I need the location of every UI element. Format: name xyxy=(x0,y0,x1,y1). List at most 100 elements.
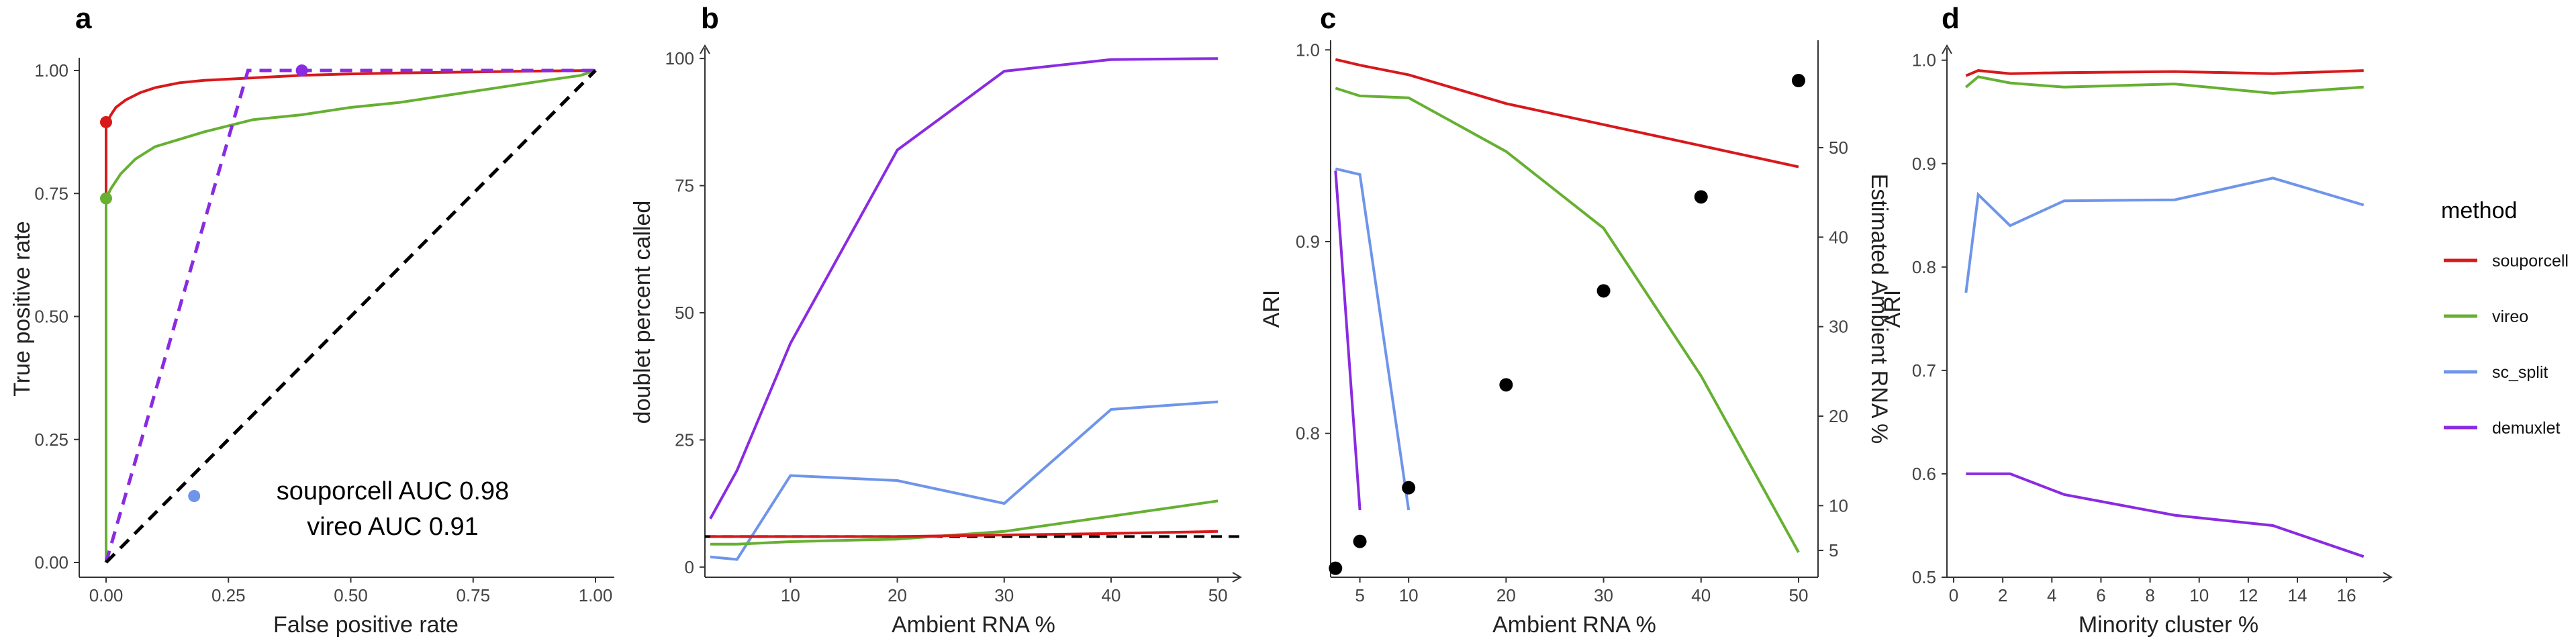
panel-d-x-title: Minority cluster % xyxy=(2079,612,2258,638)
panel-b-x-tick-label: 10 xyxy=(781,585,800,605)
series-vireo xyxy=(105,69,596,562)
panel-d-x-tick-label: 16 xyxy=(2337,585,2356,605)
panel-d-y-tick-label: 0.6 xyxy=(1912,464,1936,484)
panel-d-x-arrow xyxy=(2383,572,2393,583)
panel-d-y-arrow xyxy=(1942,44,1952,54)
legend-label-souporcell: souporcell xyxy=(2492,252,2569,270)
estimated-ambient-point xyxy=(1694,190,1708,204)
panel-a-y-tick-label: 0.00 xyxy=(34,552,68,573)
panel-c: c Ambient RNA % ARI Estimated Ambient RN… xyxy=(1259,2,1892,638)
panel-a-x-tick-label: 1.00 xyxy=(579,585,613,605)
panel-a-letter: a xyxy=(75,2,92,35)
legend-label-demuxlet: demuxlet xyxy=(2492,419,2560,438)
panel-a-x-tick-label: 0.50 xyxy=(334,585,368,605)
panel-c-x-title: Ambient RNA % xyxy=(1492,612,1656,638)
panel-a-y-tick-label: 0.25 xyxy=(34,430,68,450)
panel-b-x-tick-label: 40 xyxy=(1101,585,1120,605)
series-souporcell xyxy=(710,530,1219,538)
panel-b-x-tick-label: 30 xyxy=(994,585,1014,605)
panel-c-y-tick-label: 0.9 xyxy=(1296,232,1320,252)
panel-d-y-tick-label: 0.5 xyxy=(1912,567,1936,587)
panel-a-y-tick-label: 0.75 xyxy=(34,183,68,203)
series-souporcell xyxy=(1335,58,1799,168)
panel-b-y-tick-label: 0 xyxy=(685,557,694,577)
panel-c-y-tick-label: 0.8 xyxy=(1296,424,1320,444)
series-souporcell xyxy=(105,69,596,562)
series-souporcell xyxy=(1965,69,2364,77)
panel-b-y-title: doublet percent called xyxy=(630,201,655,424)
panel-d-y-title: ARI xyxy=(1880,290,1905,328)
panel-a-x-tick-label: 0.75 xyxy=(456,585,490,605)
annotation-vireo-auc: vireo AUC 0.91 xyxy=(307,513,479,541)
panel-c-right-y-tick-label: 5 xyxy=(1829,540,1838,560)
panel-c-right-y-tick-label: 40 xyxy=(1829,227,1848,247)
panel-c-right-y-tick-label: 10 xyxy=(1829,495,1848,515)
series-sc_split xyxy=(710,400,1219,561)
point-souporcell xyxy=(100,115,112,128)
panel-b-y-tick-label: 50 xyxy=(675,303,694,323)
panel-d-x-tick-label: 2 xyxy=(1998,585,2007,605)
panel-c-y2-title: Estimated Ambient RNA % xyxy=(1866,174,1892,444)
panel-c-x-tick-label: 5 xyxy=(1355,585,1364,605)
panel-d-y-tick-label: 0.8 xyxy=(1912,257,1936,277)
panel-d-y-tick-label: 1.0 xyxy=(1912,50,1936,70)
series-demuxlet xyxy=(709,57,1219,520)
estimated-ambient-point xyxy=(1329,561,1343,575)
panel-b-x-tick-label: 50 xyxy=(1208,585,1228,605)
estimated-ambient-point xyxy=(1499,378,1513,392)
panel-d-y-tick-label: 0.9 xyxy=(1912,154,1936,174)
panel-c-right-y-tick-label: 30 xyxy=(1829,317,1848,337)
legend-label-vireo: vireo xyxy=(2492,307,2528,326)
series-demuxlet xyxy=(1966,472,2365,558)
panel-d-x-tick-label: 0 xyxy=(1949,585,1958,605)
series-sc_split xyxy=(1964,177,2365,293)
panel-b-y-arrow xyxy=(700,44,710,54)
panel-b-y-tick-label: 25 xyxy=(675,430,694,450)
series-vireo xyxy=(1965,75,2364,95)
estimated-ambient-point xyxy=(1402,481,1416,495)
point-demuxlet xyxy=(295,64,308,77)
estimated-ambient-point xyxy=(1596,284,1611,298)
panel-a: a False positive rate True positive rate… xyxy=(9,2,614,638)
estimated-ambient-point xyxy=(1353,534,1367,548)
panel-a-x-title: False positive rate xyxy=(273,612,459,638)
series-demuxlet xyxy=(104,68,595,563)
estimated-ambient-point xyxy=(1791,74,1805,87)
panel-d-x-tick-label: 10 xyxy=(2189,585,2209,605)
panel-d-letter: d xyxy=(1942,2,1960,35)
legend-label-sc_split: sc_split xyxy=(2492,363,2548,382)
panel-b-y-tick-label: 100 xyxy=(665,48,694,68)
series-vireo xyxy=(710,499,1219,546)
panel-d-x-tick-label: 12 xyxy=(2238,585,2258,605)
panel-a-y-tick-label: 0.50 xyxy=(34,307,68,327)
point-sc_split xyxy=(188,490,201,503)
legend-title: method xyxy=(2441,198,2517,224)
panel-c-x-tick-label: 50 xyxy=(1788,585,1808,605)
series-sc_split xyxy=(1335,167,1411,511)
panel-d-x-tick-label: 4 xyxy=(2047,585,2056,605)
panel-d-x-tick-label: 8 xyxy=(2145,585,2154,605)
panel-b-x-title: Ambient RNA % xyxy=(892,612,1055,638)
panel-a-x-tick-label: 0.00 xyxy=(89,585,124,605)
annotation-souporcell-auc: souporcell AUC 0.98 xyxy=(277,477,509,505)
panel-b-letter: b xyxy=(701,2,719,35)
panel-c-x-tick-label: 10 xyxy=(1399,585,1419,605)
panel-d-x-tick-label: 6 xyxy=(2096,585,2105,605)
panel-d: d Minority cluster % ARI 0 2 4 6 8 10 12 14 16 0.… xyxy=(1880,2,2393,638)
panel-c-y-tick-label: 1.0 xyxy=(1296,40,1320,60)
panel-d-x-tick-label: 14 xyxy=(2288,585,2307,605)
panel-a-x-tick-label: 0.25 xyxy=(211,585,246,605)
series-vireo xyxy=(1335,87,1800,553)
panel-c-right-y-tick-label: 20 xyxy=(1829,406,1848,426)
panel-a-y-title: True positive rate xyxy=(9,221,35,396)
point-vireo xyxy=(100,192,112,205)
panel-b: b Ambient RNA % doublet percent called 1… xyxy=(630,2,1242,638)
panel-c-x-tick-label: 20 xyxy=(1496,585,1516,605)
panel-c-x-tick-label: 40 xyxy=(1691,585,1711,605)
panel-a-y-tick-label: 1.00 xyxy=(34,60,68,81)
panel-b-x-arrow xyxy=(1232,572,1242,583)
panel-c-x-tick-label: 30 xyxy=(1594,585,1613,605)
panel-c-y-title: ARI xyxy=(1259,290,1284,328)
panel-d-y-tick-label: 0.7 xyxy=(1912,360,1936,381)
